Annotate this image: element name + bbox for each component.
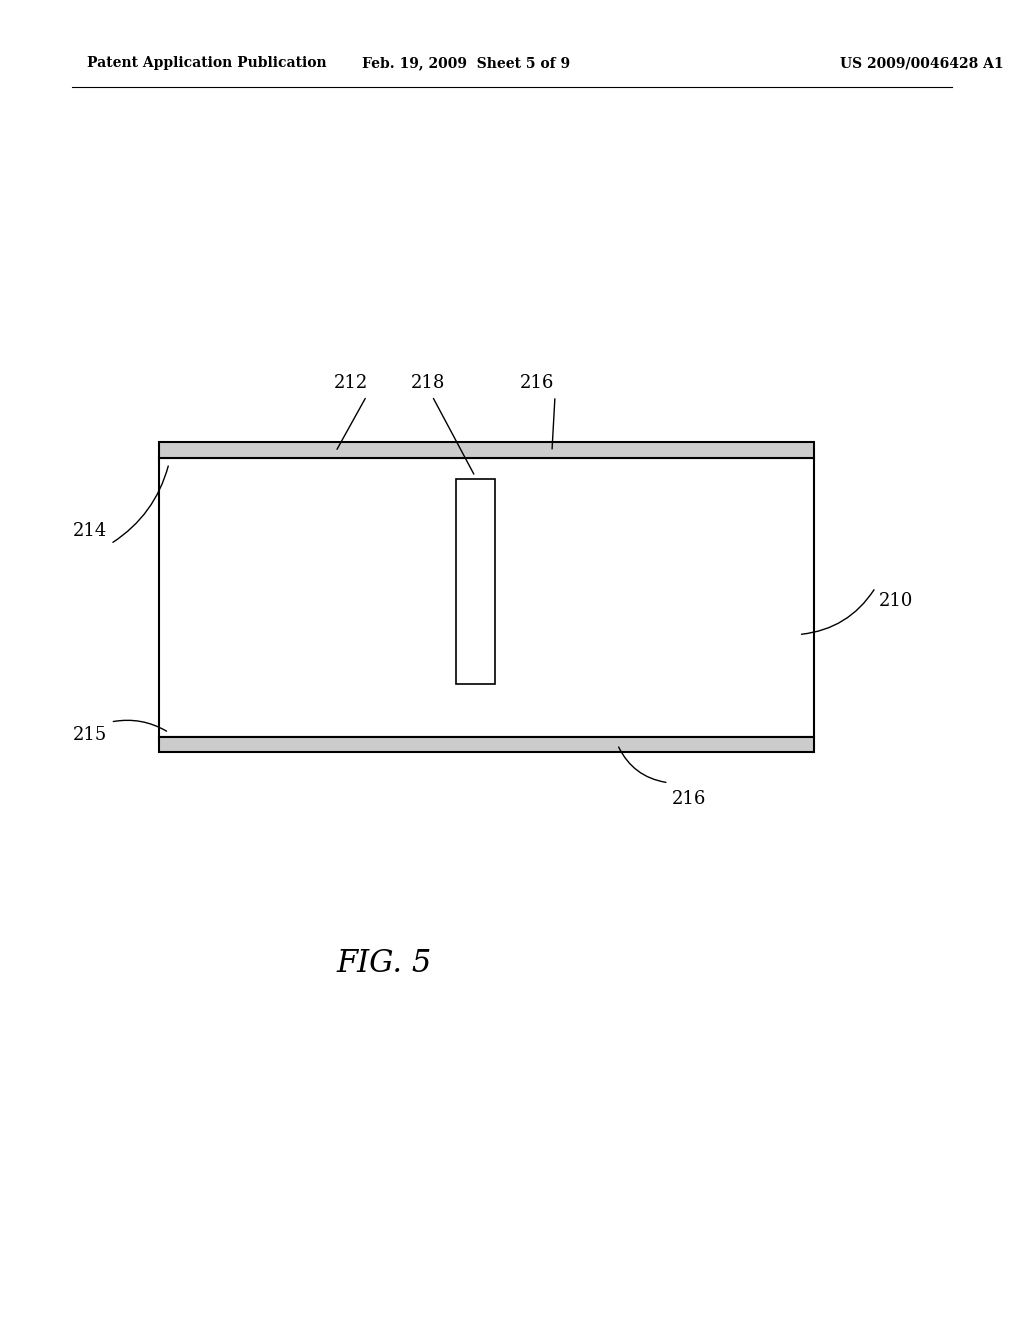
Text: 215: 215 [74, 726, 108, 744]
Bar [159, 737, 814, 752]
Bar [456, 479, 495, 684]
Text: 216: 216 [519, 374, 554, 392]
Text: 218: 218 [411, 374, 445, 392]
Bar [159, 442, 814, 458]
Text: FIG. 5: FIG. 5 [336, 948, 432, 979]
Text: 212: 212 [334, 374, 369, 392]
Text: 214: 214 [74, 521, 108, 540]
Text: 216: 216 [672, 789, 707, 808]
Text: US 2009/0046428 A1: US 2009/0046428 A1 [840, 57, 1004, 70]
Text: 210: 210 [879, 591, 913, 610]
Text: Feb. 19, 2009  Sheet 5 of 9: Feb. 19, 2009 Sheet 5 of 9 [361, 57, 570, 70]
Text: Patent Application Publication: Patent Application Publication [87, 57, 327, 70]
Bar [159, 458, 814, 737]
